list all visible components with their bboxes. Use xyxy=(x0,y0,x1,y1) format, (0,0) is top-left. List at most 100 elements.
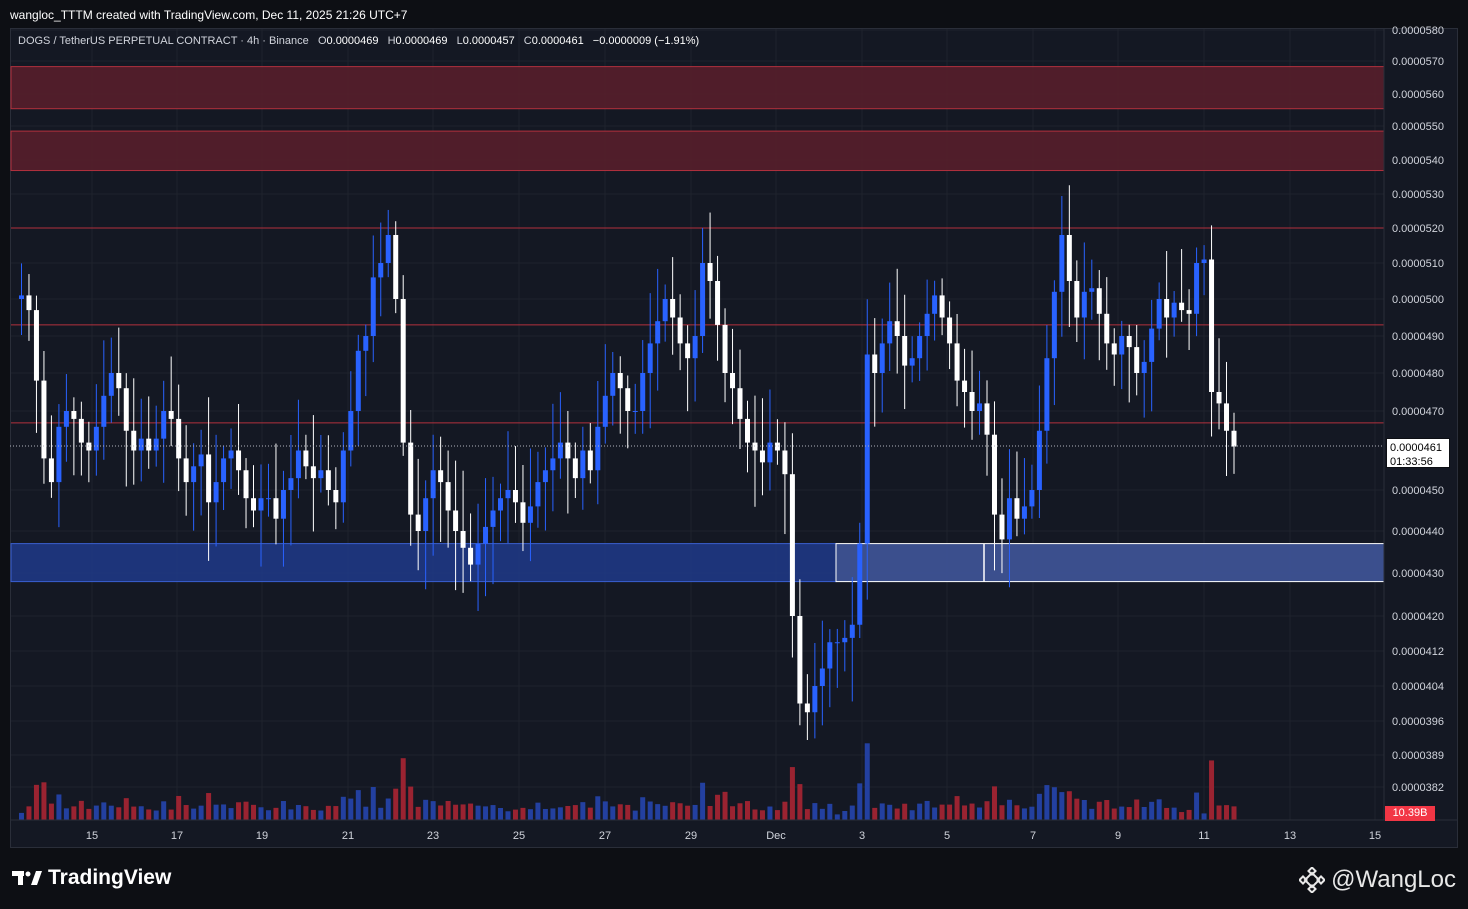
price-tick-label: 0.0000560 xyxy=(1392,89,1444,101)
bottom-bar xyxy=(0,848,1468,909)
price-tick-label: 0.0000404 xyxy=(1392,681,1444,693)
volume-bar xyxy=(1081,799,1087,820)
candle-body xyxy=(797,616,803,704)
volume-bar xyxy=(969,803,975,820)
volume-bar xyxy=(1186,809,1192,820)
volume-bar xyxy=(655,804,661,820)
candle-body xyxy=(819,668,825,686)
candle-body xyxy=(752,442,758,451)
candle-body xyxy=(617,373,623,389)
volume-bar xyxy=(273,807,279,820)
candle-body xyxy=(625,388,631,411)
candle-body xyxy=(48,458,54,483)
volume-bar xyxy=(438,805,444,820)
volume-bar xyxy=(557,807,563,820)
volume-bar xyxy=(782,801,788,820)
candle-body xyxy=(1194,263,1200,314)
volume-bar xyxy=(56,794,62,820)
candle-body xyxy=(782,450,788,475)
candle-body xyxy=(78,418,84,443)
volume-bar xyxy=(138,806,144,820)
candle-body xyxy=(108,373,114,396)
volume-bar xyxy=(1164,807,1170,820)
candle-body xyxy=(438,470,444,483)
volume-bar xyxy=(572,805,578,820)
volume-bar xyxy=(1089,808,1095,820)
price-tick-label: 0.0000412 xyxy=(1392,646,1444,658)
candle-body xyxy=(602,395,608,427)
candle-body xyxy=(423,498,429,531)
candle-body xyxy=(183,458,189,483)
candle-body xyxy=(1066,235,1072,281)
candle-body xyxy=(557,442,563,459)
volume-bar xyxy=(363,806,369,820)
price-tick-label: 0.0000420 xyxy=(1392,611,1444,623)
volume-bar xyxy=(176,795,182,820)
candle-body xyxy=(273,498,279,519)
time-tick-label: 15 xyxy=(1369,830,1381,842)
author-watermark: @WangLoc xyxy=(1299,866,1456,894)
volume-bar xyxy=(430,801,436,820)
volume-bar xyxy=(78,800,84,820)
candle-body xyxy=(692,336,698,359)
binance-diamond-icon xyxy=(1299,867,1326,893)
legend-close-label: C xyxy=(523,35,532,47)
volume-bar xyxy=(251,804,257,820)
candle-body xyxy=(999,514,1005,540)
candle-body xyxy=(258,498,264,511)
volume-bar xyxy=(228,808,234,820)
candle-body xyxy=(842,637,848,643)
volume-bar xyxy=(168,809,174,820)
candle-body xyxy=(318,470,324,479)
legend-high: 0.0000469 xyxy=(395,35,448,47)
volume-bar xyxy=(280,801,286,820)
volume-bar xyxy=(333,806,339,820)
candle-body xyxy=(213,482,219,503)
volume-bar xyxy=(894,808,900,820)
volume-bar xyxy=(527,809,533,820)
volume-bar xyxy=(93,805,99,820)
volume-bar xyxy=(849,805,855,820)
watermark-text: @WangLoc xyxy=(1331,866,1456,893)
time-tick-label: 11 xyxy=(1198,830,1209,842)
volume-bar xyxy=(1194,792,1200,820)
candle-body xyxy=(236,450,242,471)
top-caption: wangloc_TTTM created with TradingView.co… xyxy=(10,8,408,22)
time-tick-label: 23 xyxy=(427,830,439,842)
volume-bar xyxy=(1201,813,1207,820)
volume-bar xyxy=(872,807,878,820)
volume-bar xyxy=(408,786,414,820)
price-tick-label: 0.0000540 xyxy=(1392,155,1444,167)
volume-bar xyxy=(33,784,39,820)
time-tick-label: 13 xyxy=(1284,830,1296,842)
volume-bar xyxy=(520,807,526,820)
candle-body xyxy=(340,450,346,503)
candle-body xyxy=(1186,310,1192,314)
candle-body xyxy=(894,321,900,336)
volume-bar xyxy=(48,803,54,820)
volume-bar xyxy=(857,783,863,820)
candle-body xyxy=(18,295,24,299)
volume-bar xyxy=(1044,785,1050,820)
legend-symbol: DOGS / TetherUS PERPETUAL CONTRACT · 4h … xyxy=(18,35,309,47)
candle-body xyxy=(198,454,204,467)
time-tick-label: 3 xyxy=(859,830,865,842)
candle-body xyxy=(378,263,384,278)
volume-bar xyxy=(580,802,586,820)
tradingview-logo[interactable]: TradingView xyxy=(12,866,171,890)
candle-body xyxy=(161,411,167,439)
candle-body xyxy=(1141,361,1147,373)
volume-bar xyxy=(602,801,608,820)
volume-bar xyxy=(587,807,593,820)
volume-bar xyxy=(677,803,683,820)
volume-bar xyxy=(325,805,331,820)
volume-bar xyxy=(71,806,77,820)
volume-bar xyxy=(1216,805,1222,820)
zone-demand xyxy=(10,543,837,583)
candle-body xyxy=(730,373,736,389)
candle-body xyxy=(804,703,810,713)
volume-bar xyxy=(258,807,264,820)
candle-body xyxy=(1149,328,1155,362)
last-price-value: 0.0000461 xyxy=(1390,442,1442,454)
